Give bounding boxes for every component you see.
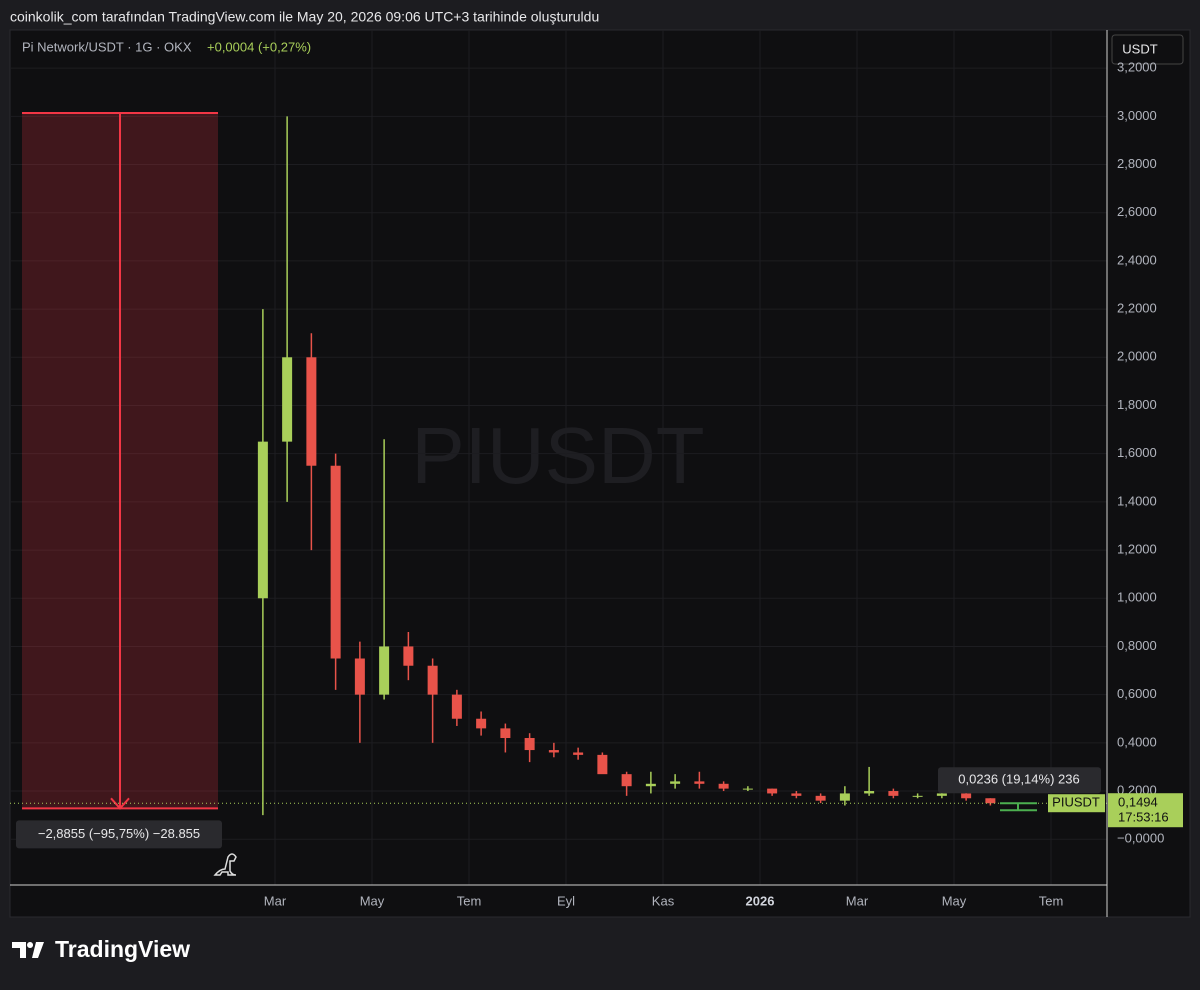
symbol-tag-text: PIUSDT: [1052, 795, 1100, 810]
chart-title: Pi Network/USDT · 1G · OKX: [22, 39, 192, 54]
candle-body: [330, 465, 341, 659]
x-tick-label: 2026: [746, 893, 775, 908]
y-tick-label: 1,8000: [1117, 397, 1157, 412]
small-measure-label: 0,0236 (19,14%) 236: [958, 772, 1079, 787]
y-tick-label: 1,4000: [1117, 493, 1157, 508]
price-tag-text: 0,1494: [1118, 795, 1158, 810]
candle-body: [403, 646, 414, 666]
candle-body: [476, 718, 487, 729]
dino-icon: [213, 853, 237, 876]
y-tick-label: 2,4000: [1117, 252, 1157, 267]
x-tick-label: Eyl: [557, 893, 575, 908]
candle-body: [985, 798, 996, 804]
candle-body: [767, 788, 778, 794]
measure-arrowhead: [110, 797, 130, 810]
candle-body: [815, 795, 826, 801]
candle-body: [912, 795, 923, 797]
candle-body: [888, 791, 899, 796]
y-tick-label: 2,0000: [1117, 349, 1157, 364]
candle-body: [961, 793, 972, 799]
candle-body: [427, 665, 438, 695]
symbol-tag: [1048, 794, 1105, 813]
y-tick-label: 3,0000: [1117, 108, 1157, 123]
logo-icon: [12, 942, 44, 958]
currency[interactable]: USDT: [1122, 41, 1157, 56]
countdown: 17:53:16: [1118, 810, 1169, 825]
candle-body: [282, 357, 293, 442]
header: coinkolik_com tarafından TradingView.com…: [10, 9, 599, 25]
measure-label: −2,8855 (−95,75%) −28.855: [38, 826, 200, 841]
candle-body: [791, 793, 802, 796]
candle-body: [864, 791, 875, 794]
x-tick-label: Tem: [457, 893, 482, 908]
candle-body: [839, 793, 850, 801]
small-measure-box: [938, 767, 1101, 794]
candle-body: [597, 754, 608, 775]
x-tick-label: Tem: [1039, 893, 1064, 908]
candle-body: [354, 658, 365, 695]
x-tick-label: Kas: [652, 893, 675, 908]
y-tick-label: 0,4000: [1117, 734, 1157, 749]
y-tick-label: 2,8000: [1117, 156, 1157, 171]
y-tick-label: 1,2000: [1117, 542, 1157, 557]
x-tick-label: May: [942, 893, 967, 908]
x-tick-label: May: [360, 893, 385, 908]
plot: PIUSDT −2,8855 (−95,75%) −28.855 0,0236 (1…: [10, 30, 1107, 885]
candle-body: [306, 357, 317, 466]
y-tick-label: 0,6000: [1117, 686, 1157, 701]
y-tick-label: −0,0000: [1117, 831, 1164, 846]
y-tick-label: 2,2000: [1117, 301, 1157, 316]
y-tick-label: 3,2000: [1117, 60, 1157, 75]
y-tick-label: 1,0000: [1117, 590, 1157, 605]
candle-body: [670, 781, 681, 784]
footer-brand: TradingView: [55, 936, 190, 962]
x-tick-label: Mar: [846, 893, 869, 908]
y-tick-label: 1,6000: [1117, 445, 1157, 460]
candle-body: [742, 788, 753, 790]
change: +0,0004 (+0,27%): [207, 39, 311, 54]
y-tick-label: 2,6000: [1117, 204, 1157, 219]
candle-body: [621, 774, 632, 787]
candle-body: [718, 783, 729, 789]
measure-label-box: [16, 820, 222, 849]
candle-body: [645, 783, 656, 787]
candle-body: [548, 750, 559, 753]
candle-body: [936, 793, 947, 796]
watermark: PIUSDT: [411, 411, 704, 500]
x-tick-label: Mar: [264, 893, 287, 908]
candle-body: [451, 694, 462, 719]
candle-body: [573, 752, 584, 755]
logo: TradingView: [12, 936, 190, 962]
currency-button[interactable]: [1111, 34, 1184, 65]
candle-body: [379, 646, 390, 695]
price-tag: [1108, 793, 1183, 828]
candle-body: [500, 728, 511, 739]
candle-body: [694, 781, 705, 784]
candle-body: [257, 441, 268, 599]
y-tick-label: 0,8000: [1117, 638, 1157, 653]
candle-body: [524, 738, 535, 751]
